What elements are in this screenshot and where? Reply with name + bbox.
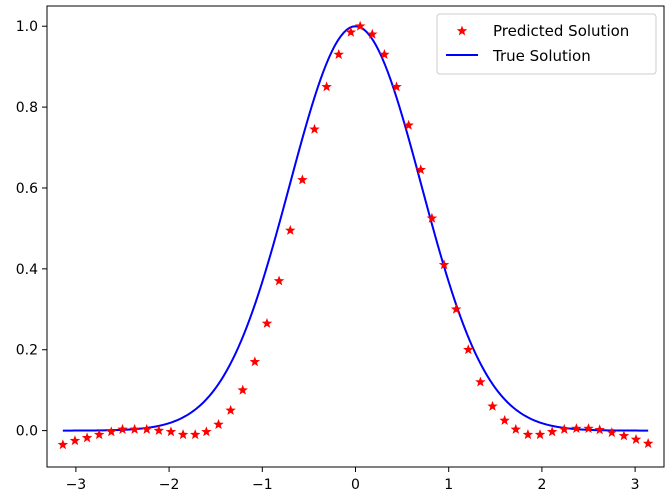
predicted-point	[559, 423, 570, 434]
predicted-point	[594, 424, 605, 435]
y-tick-label: 1.0	[16, 19, 38, 35]
predicted-point	[403, 119, 414, 130]
predicted-point	[309, 123, 320, 134]
y-tick: 0.0	[16, 424, 47, 440]
legend-box	[436, 13, 657, 75]
predicted-point	[379, 49, 390, 59]
predicted-point	[534, 429, 546, 440]
predicted-point	[129, 423, 140, 434]
x-tick: −2	[159, 467, 180, 493]
legend: Predicted Solution True Solution	[436, 13, 657, 75]
predicted-point	[213, 419, 224, 429]
predicted-point	[510, 423, 522, 434]
y-tick-label: 0.0	[16, 424, 38, 440]
x-tick: 3	[631, 467, 640, 493]
x-tick-label: 1	[444, 477, 453, 493]
x-tick-label: 3	[631, 477, 640, 493]
y-tick: 0.4	[16, 262, 47, 278]
x-tick: 0	[351, 467, 360, 493]
x-tick: 1	[444, 467, 453, 493]
predicted-point	[57, 439, 69, 450]
predicted-point	[93, 429, 105, 440]
predicted-point	[106, 426, 117, 437]
legend-label-predicted: Predicted Solution	[493, 22, 629, 40]
plot-area-frame	[46, 5, 665, 468]
predicted-point	[141, 423, 152, 434]
x-tick: −1	[252, 467, 273, 493]
predicted-point	[273, 275, 285, 286]
y-tick-label: 0.2	[16, 343, 38, 359]
predicted-point	[415, 164, 426, 175]
predicted-point	[354, 20, 366, 31]
predicted-point	[249, 356, 261, 367]
predicted-point	[189, 429, 201, 440]
predicted-point	[69, 435, 81, 446]
y-tick-label: 0.8	[16, 100, 38, 116]
predicted-point	[333, 49, 344, 59]
predicted-point	[438, 259, 450, 270]
x-tick-label: 0	[351, 477, 360, 493]
predicted-point	[225, 404, 236, 415]
x-tick-label: −2	[159, 477, 180, 493]
predicted-point	[606, 427, 618, 438]
y-tick: 1.0	[16, 19, 47, 35]
true-solution-layer	[62, 25, 649, 432]
predicted-point	[153, 425, 165, 436]
y-tick-label: 0.4	[16, 262, 38, 278]
predicted-point	[321, 81, 332, 92]
predicted-point	[367, 28, 378, 39]
predicted-point	[285, 224, 296, 235]
y-tick-label: 0.6	[16, 181, 38, 197]
y-tick: 0.2	[16, 343, 47, 359]
predicted-point	[463, 344, 474, 355]
predicted-point	[499, 415, 510, 425]
predicted-point	[261, 317, 273, 328]
predicted-solution-layer	[57, 20, 654, 450]
predicted-point	[630, 434, 642, 444]
predicted-point	[642, 438, 654, 448]
predicted-point	[426, 212, 438, 223]
x-tick: 2	[537, 467, 546, 493]
predicted-point	[546, 426, 558, 437]
predicted-point	[345, 26, 357, 37]
legend-star-point	[456, 25, 468, 36]
x-tick-label: −3	[66, 477, 87, 493]
predicted-point	[391, 81, 402, 92]
predicted-point	[522, 429, 534, 440]
predicted-point	[165, 426, 177, 437]
predicted-point	[487, 400, 498, 411]
predicted-point	[177, 429, 189, 440]
x-tick-label: −1	[252, 477, 273, 493]
predicted-point	[297, 174, 308, 185]
x-axis: −3 −2 −1 0 1 2 3	[66, 467, 640, 493]
y-tick: 0.6	[16, 181, 47, 197]
predicted-point	[201, 426, 212, 437]
predicted-point	[475, 376, 486, 387]
predicted-point	[237, 384, 248, 395]
predicted-point	[450, 303, 462, 314]
predicted-point	[583, 423, 594, 434]
y-tick: 0.8	[16, 100, 47, 116]
x-tick-label: 2	[537, 477, 546, 493]
y-axis: 0.0 0.2 0.4 0.6 0.8 1.0	[16, 19, 47, 440]
legend-label-true: True Solution	[492, 47, 591, 65]
predicted-point	[117, 423, 128, 434]
true-solution-line	[62, 25, 649, 432]
x-tick: −3	[66, 467, 87, 493]
predicted-point	[618, 430, 630, 441]
predicted-point	[81, 432, 93, 443]
legend-star-marker-icon	[456, 25, 468, 36]
predicted-point	[571, 423, 582, 434]
